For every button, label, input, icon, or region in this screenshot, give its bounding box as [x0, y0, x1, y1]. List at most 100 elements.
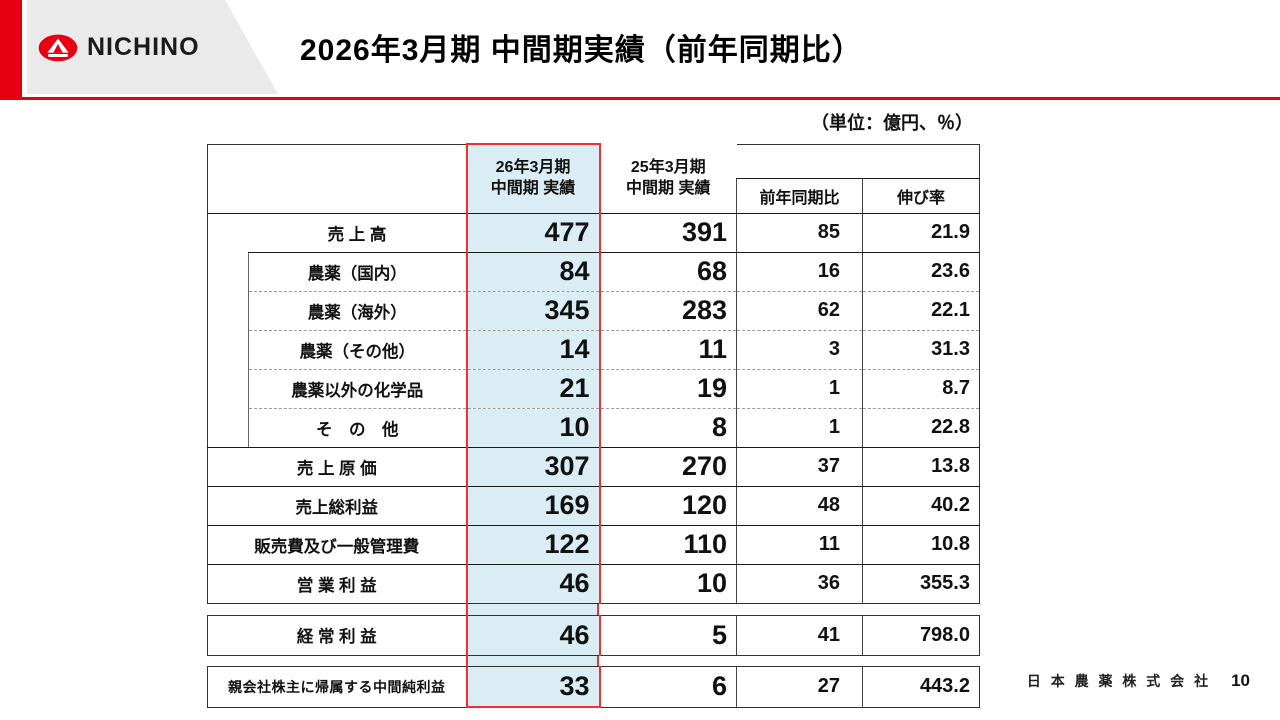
table-row-agchem-domestic: 農薬（国内） 84 68 16 23.6	[207, 252, 980, 448]
cell-previous: 283	[599, 291, 737, 331]
indent-spacer	[207, 213, 249, 252]
cell-previous: 6	[599, 665, 737, 708]
table-row-non-agchem: 農薬以外の化学品 21 19 1 8.7	[208, 369, 980, 409]
main-results-table: 26年3月期 中間期 実績 25年3月期 中間期 実績 前年同期比 伸び率	[207, 143, 980, 604]
cell-previous: 120	[599, 486, 737, 526]
cell-growth: 31.3	[862, 330, 980, 370]
cell-current: 477	[465, 213, 601, 253]
cell-current: 14	[465, 330, 601, 370]
table-row-sga: 販売費及び一般管理費 122 110 11 10.8	[207, 525, 980, 565]
cell-previous: 270	[599, 447, 737, 487]
header-growth-rate: 伸び率	[862, 178, 980, 214]
cell-growth: 8.7	[862, 369, 980, 409]
row-label: 農薬（国内）	[248, 252, 467, 292]
cell-growth: 443.2	[862, 665, 980, 708]
cell-previous: 10	[599, 564, 737, 604]
cell-growth: 355.3	[862, 564, 980, 604]
row-label: 販売費及び一般管理費	[207, 525, 467, 565]
footer-company-name: 日 本 農 薬 株 式 会 社	[1026, 673, 1212, 689]
net-income-table: 親会社株主に帰属する中間純利益 33 6 27 443.2	[207, 665, 980, 708]
cell-growth: 798.0	[862, 614, 980, 656]
cell-growth: 22.1	[862, 291, 980, 331]
table-row-others: そ の 他 10 8 1 22.8	[208, 408, 980, 448]
header-previous-period: 25年3月期 中間期 実績	[599, 144, 737, 214]
cell-previous: 110	[599, 525, 737, 565]
highlight-column-connector	[466, 655, 599, 666]
table-row-net-income: 親会社株主に帰属する中間純利益 33 6 27 443.2	[207, 665, 980, 708]
cell-diff: 27	[736, 665, 863, 708]
row-label: 売 上 高	[248, 213, 467, 253]
row-label: 売 上 原 価	[207, 447, 467, 487]
cell-growth: 23.6	[862, 252, 980, 292]
header-row-1: 26年3月期 中間期 実績 25年3月期 中間期 実績	[207, 143, 980, 214]
page-title: 2026年3月期 中間期実績（前年同期比）	[300, 34, 863, 67]
cell-diff: 48	[736, 486, 863, 526]
cell-current: 46	[465, 564, 601, 604]
cell-current: 84	[465, 252, 601, 292]
header-previous-line1: 25年3月期	[630, 158, 706, 176]
header-empty-cell	[207, 143, 467, 214]
header-spacer-cell	[736, 143, 980, 179]
table-row-gross-profit: 売上総利益 169 120 48 40.2	[207, 486, 980, 526]
cell-diff: 1	[736, 408, 863, 448]
footer-page-number: 10	[1231, 671, 1250, 690]
cell-diff: 41	[736, 614, 863, 656]
cell-diff: 62	[736, 291, 863, 331]
table-row-agchem-other: 農薬（その他） 14 11 3 31.3	[208, 330, 980, 370]
cell-diff: 3	[736, 330, 863, 370]
unit-note: （単位：億円、％）	[811, 113, 973, 133]
table-gap	[207, 655, 979, 666]
header-row-2: 前年同期比 伸び率	[208, 178, 980, 214]
header-current-line2: 中間期 実績	[490, 180, 576, 198]
cell-growth: 22.8	[862, 408, 980, 448]
header-current-period: 26年3月期 中間期 実績	[465, 143, 601, 214]
indent-spacer	[207, 252, 249, 448]
cell-previous: 391	[599, 213, 737, 253]
row-label: 農薬（海外）	[248, 291, 467, 331]
company-logo: NICHINO	[38, 33, 200, 62]
header-yoy-diff: 前年同期比	[736, 178, 863, 214]
row-label: 売上総利益	[207, 486, 467, 526]
cell-diff: 36	[736, 564, 863, 604]
cell-previous: 5	[599, 614, 737, 656]
row-label: 親会社株主に帰属する中間純利益	[207, 665, 467, 708]
cell-current: 122	[465, 525, 601, 565]
table-row-ordinary-income: 経 常 利 益 46 5 41 798.0	[207, 614, 980, 656]
cell-diff: 11	[736, 525, 863, 565]
cell-current: 10	[465, 408, 601, 448]
row-label: そ の 他	[248, 408, 467, 448]
cell-current: 169	[465, 486, 601, 526]
table-row-cost-of-sales: 売 上 原 価 307 270 37 13.8	[207, 447, 980, 487]
header-previous-line2: 中間期 実績	[626, 179, 711, 197]
cell-previous: 11	[599, 330, 737, 370]
row-label: 経 常 利 益	[207, 614, 467, 656]
cell-current: 46	[465, 614, 601, 656]
cell-growth: 21.9	[862, 213, 980, 253]
cell-current: 345	[465, 291, 601, 331]
nichino-mountain-icon	[38, 34, 78, 62]
cell-previous: 19	[599, 369, 737, 409]
header-red-rule	[0, 97, 1280, 100]
row-label: 営 業 利 益	[207, 564, 467, 604]
cell-diff: 37	[736, 447, 863, 487]
table-row-agchem-overseas: 農薬（海外） 345 283 62 22.1	[208, 291, 980, 331]
brand-red-bar	[0, 0, 22, 100]
results-table-group: 26年3月期 中間期 実績 25年3月期 中間期 実績 前年同期比 伸び率	[207, 143, 980, 708]
cell-previous: 8	[599, 408, 737, 448]
table-row-net-sales: 売 上 高 477 391 85 21.9	[207, 213, 980, 253]
table-row-operating-income: 営 業 利 益 46 10 36 355.3	[207, 564, 980, 604]
row-label: 農薬以外の化学品	[248, 369, 467, 409]
cell-diff: 85	[736, 213, 863, 253]
cell-growth: 13.8	[862, 447, 980, 487]
logo-wordmark: NICHINO	[87, 33, 200, 61]
cell-current: 33	[465, 665, 601, 708]
table-gap	[207, 603, 979, 615]
ordinary-income-table: 経 常 利 益 46 5 41 798.0	[207, 614, 980, 656]
header-current-line1: 26年3月期	[495, 159, 571, 177]
cell-previous: 68	[599, 252, 737, 292]
cell-growth: 40.2	[862, 486, 980, 526]
cell-current: 307	[465, 447, 601, 487]
row-label: 農薬（その他）	[248, 330, 467, 370]
slide-footer: 日 本 農 薬 株 式 会 社 10	[1027, 671, 1250, 691]
